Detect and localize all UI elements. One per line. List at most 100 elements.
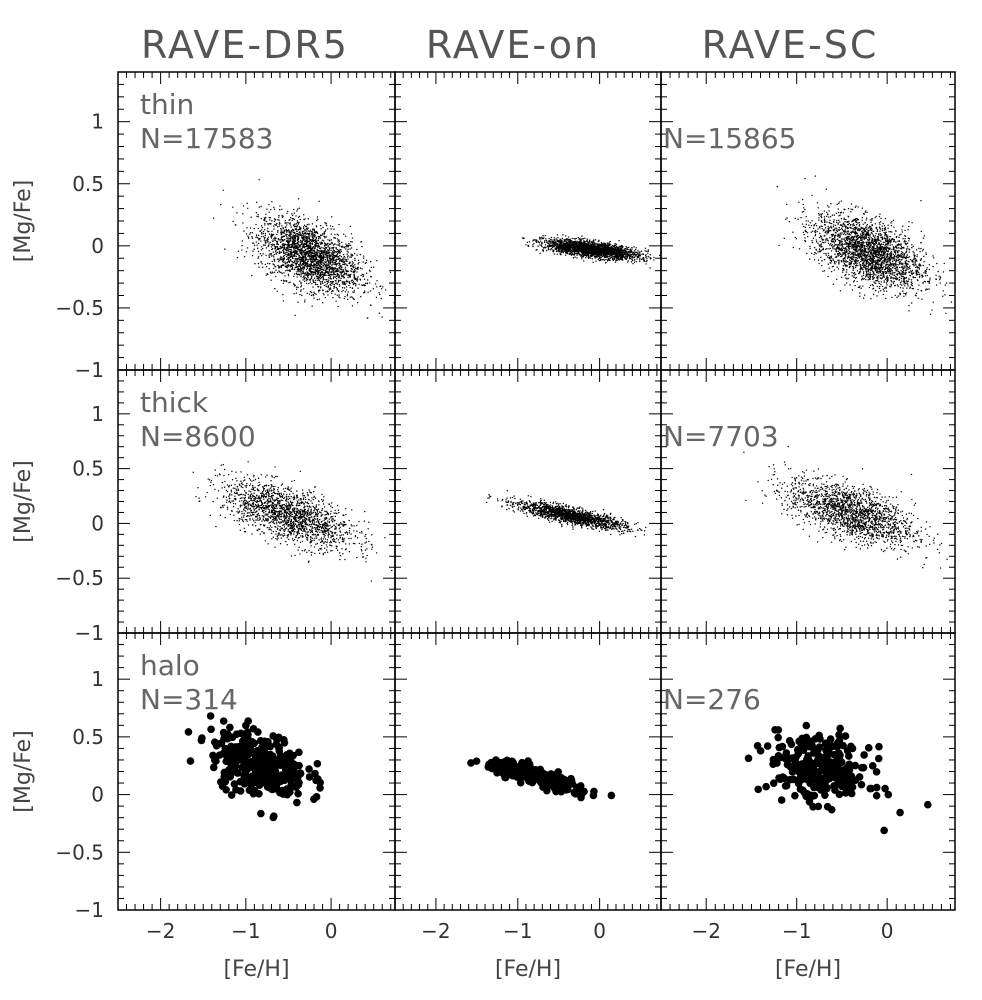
data-point xyxy=(295,233,298,235)
data-point xyxy=(279,271,281,273)
data-point xyxy=(319,265,321,268)
data-point xyxy=(264,244,267,246)
data-point xyxy=(262,230,265,233)
data-point xyxy=(323,269,325,271)
data-point xyxy=(356,248,358,251)
data-point xyxy=(596,253,598,256)
data-point xyxy=(575,241,577,243)
data-point xyxy=(337,270,339,272)
data-point xyxy=(315,269,318,272)
data-point xyxy=(306,250,308,253)
data-point xyxy=(276,251,279,254)
data-point xyxy=(316,248,318,251)
data-point xyxy=(318,270,320,273)
data-point xyxy=(339,296,341,299)
data-point xyxy=(315,261,317,263)
data-point xyxy=(335,251,337,253)
data-point xyxy=(338,240,341,242)
data-point xyxy=(285,248,287,251)
data-point xyxy=(589,243,591,245)
data-point xyxy=(653,259,655,261)
data-point xyxy=(263,239,265,241)
data-point xyxy=(273,225,275,227)
data-point xyxy=(564,249,567,252)
data-point xyxy=(317,264,319,267)
data-point xyxy=(381,316,383,318)
data-point xyxy=(241,240,244,242)
y-tick-label: −0.5 xyxy=(55,296,104,320)
data-point xyxy=(312,294,315,297)
data-point xyxy=(324,248,326,251)
data-point xyxy=(258,239,260,241)
data-point xyxy=(343,297,346,300)
data-point xyxy=(242,213,244,215)
data-point xyxy=(582,240,585,242)
data-point xyxy=(299,265,302,267)
data-point xyxy=(299,262,301,265)
data-point xyxy=(281,239,283,242)
data-point xyxy=(555,244,557,246)
data-point xyxy=(293,242,295,244)
data-point xyxy=(286,239,288,242)
data-point xyxy=(316,251,319,253)
data-point xyxy=(293,260,296,263)
data-point xyxy=(295,288,298,291)
data-point xyxy=(327,251,329,253)
data-point xyxy=(291,217,294,220)
data-point xyxy=(336,233,338,235)
data-point xyxy=(302,288,305,290)
data-point xyxy=(232,206,234,208)
data-point xyxy=(325,265,327,267)
data-point xyxy=(280,229,283,231)
data-point xyxy=(345,259,348,261)
data-point xyxy=(304,239,307,241)
data-point xyxy=(369,282,371,284)
data-point xyxy=(305,257,307,260)
data-point xyxy=(603,242,605,244)
data-point xyxy=(314,259,317,261)
data-point xyxy=(322,279,324,281)
data-point xyxy=(348,276,351,278)
data-point xyxy=(316,277,318,280)
data-point xyxy=(307,230,310,232)
data-point xyxy=(344,291,347,293)
data-point xyxy=(616,259,619,261)
data-point xyxy=(528,241,531,243)
data-point xyxy=(541,245,543,248)
data-point xyxy=(290,239,292,241)
data-point xyxy=(363,257,365,259)
data-point xyxy=(333,287,335,289)
data-point xyxy=(257,213,259,216)
data-point xyxy=(323,267,325,269)
data-point xyxy=(292,245,294,247)
data-point xyxy=(295,263,297,266)
data-point xyxy=(295,255,298,258)
data-point xyxy=(555,238,557,240)
data-point xyxy=(285,266,288,268)
panel-frame xyxy=(394,71,662,371)
data-point xyxy=(270,208,272,211)
data-point xyxy=(313,263,315,265)
data-point xyxy=(321,289,324,291)
data-point xyxy=(278,214,280,217)
data-point xyxy=(271,235,274,237)
data-point xyxy=(378,312,381,314)
data-point xyxy=(261,246,263,248)
data-point xyxy=(294,234,297,237)
data-point xyxy=(557,236,559,239)
data-point xyxy=(287,243,289,246)
data-point xyxy=(259,237,261,240)
data-point xyxy=(335,254,338,256)
data-point xyxy=(224,248,226,250)
data-point xyxy=(313,249,315,252)
data-point xyxy=(376,286,378,288)
data-point xyxy=(352,283,355,286)
data-point xyxy=(576,257,578,259)
data-point xyxy=(316,255,319,257)
data-point xyxy=(353,290,356,292)
data-point xyxy=(293,235,296,238)
data-point xyxy=(288,223,291,225)
data-point xyxy=(318,255,320,257)
data-point xyxy=(351,261,354,263)
data-point xyxy=(539,240,542,242)
